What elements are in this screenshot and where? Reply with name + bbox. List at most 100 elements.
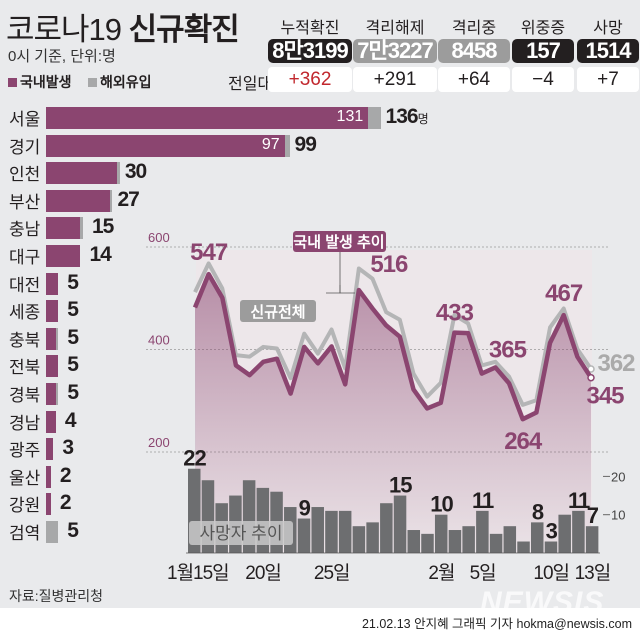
- death-bar: [434, 514, 448, 553]
- x-tick-label: 13일: [575, 562, 611, 584]
- death-bar: [448, 530, 462, 553]
- legend-label: 해외유입: [100, 74, 152, 90]
- death-bar: [421, 533, 434, 553]
- domestic-bar: [46, 410, 56, 433]
- domestic-value-label: 467: [545, 280, 583, 307]
- total-value: 14: [89, 243, 111, 266]
- death-bar: [338, 510, 352, 553]
- stat-label: 누적확진: [280, 20, 340, 37]
- death-label: 3: [546, 519, 558, 544]
- region-label: 전북: [9, 358, 41, 378]
- credit-strip: [0, 608, 640, 635]
- domestic-bar: [46, 383, 56, 405]
- total-value: 5: [67, 270, 79, 294]
- death-bar: [476, 510, 489, 553]
- death-bar: [489, 533, 503, 553]
- domestic-bar: [46, 465, 51, 488]
- domestic-bar: [46, 493, 51, 516]
- stat-diff: +64: [438, 67, 510, 92]
- subtitle: 0시 기준, 단위:명: [8, 48, 116, 65]
- death-bar: [325, 510, 338, 553]
- imported-bar: [80, 217, 83, 240]
- region-label: 대구: [9, 248, 41, 267]
- total-series-label: 신규전체: [250, 304, 305, 321]
- stat-label: 격리해제: [365, 20, 425, 37]
- total-value: 3: [62, 436, 74, 460]
- region-total: 30: [125, 160, 147, 184]
- total-value: 2: [59, 463, 72, 487]
- death-bar: [585, 526, 599, 553]
- stat-value: 8만3199: [268, 39, 352, 63]
- region-total: 5: [67, 298, 79, 322]
- region-label: 강원: [9, 496, 41, 516]
- x-tick-label: 5일: [470, 562, 496, 584]
- total-value: 5: [67, 381, 79, 404]
- region-total: 136명: [386, 105, 429, 129]
- death-bar: [311, 507, 324, 553]
- region-total: 4: [64, 408, 77, 433]
- total-value: 4: [64, 408, 77, 432]
- domestic-value-label: 345: [586, 383, 624, 410]
- page-title: 코로나19 신규확진: [6, 4, 240, 49]
- domestic-bar: [46, 134, 285, 157]
- death-series-label: 사망자 추이: [200, 524, 283, 543]
- legend-imported: 해외유입: [88, 72, 152, 92]
- death-bar: [380, 503, 393, 553]
- total-value: 5: [67, 325, 79, 349]
- domestic-bar: [46, 438, 54, 461]
- death-bar: [544, 541, 558, 553]
- domestic-swatch: [8, 77, 17, 87]
- region-total: 5: [67, 270, 79, 295]
- death-label: 10: [430, 492, 453, 517]
- x-tick-label: 1월15일: [167, 562, 229, 584]
- region-total: 14: [89, 243, 111, 267]
- domestic-value-label: 264: [504, 428, 543, 455]
- imported-bar: [55, 327, 59, 350]
- death-bar: [366, 522, 379, 553]
- region-label: 검역: [9, 524, 41, 543]
- death-label: 8: [532, 499, 544, 524]
- region-label: 충북: [9, 330, 41, 350]
- imported-bar: [284, 134, 290, 157]
- domestic-value-label: 516: [370, 251, 408, 278]
- death-bar: [503, 526, 517, 553]
- x-tick-label: 25일: [314, 562, 350, 584]
- total-value: 5: [67, 519, 79, 542]
- domestic-area: [195, 274, 591, 553]
- total-value: 99: [294, 132, 317, 156]
- region-total: 2: [60, 491, 72, 515]
- title-bold: 신규확진: [128, 12, 240, 47]
- region-label: 경기: [9, 137, 41, 157]
- region-total: 5: [67, 519, 79, 543]
- death-label: 11: [472, 488, 494, 513]
- stat-label: 위중증: [520, 20, 566, 37]
- stat-diff: +7: [577, 67, 639, 92]
- death-label: 15: [389, 473, 412, 498]
- region-label: 충남: [9, 220, 41, 240]
- death-label: 7: [587, 503, 599, 528]
- imported-swatch: [88, 77, 97, 87]
- death-bar: [297, 518, 311, 553]
- death-bar: [393, 495, 407, 553]
- y-tick-label: 400: [148, 333, 170, 348]
- death-bar: [462, 526, 475, 553]
- end-point: [587, 373, 595, 382]
- y-tick-label: 600: [148, 230, 170, 245]
- region-total: 3: [62, 436, 74, 460]
- x-tick-label: 10일: [533, 562, 569, 584]
- domestic-series-label: 국내 발생 추이: [293, 234, 384, 251]
- x-tick-label: 2월: [428, 562, 454, 584]
- total-value: 15: [91, 215, 114, 239]
- region-label: 부산: [9, 192, 41, 212]
- region-total: 2: [59, 463, 72, 488]
- region-total: 5: [67, 381, 79, 405]
- y-tick-label: 200: [148, 435, 170, 450]
- stat-value: 157: [512, 39, 574, 63]
- stat-value: 1514: [577, 39, 639, 63]
- imported-bar: [109, 189, 113, 212]
- region-label: 광주: [9, 441, 41, 461]
- domestic-line: [192, 271, 593, 422]
- domestic-bar: [46, 272, 59, 295]
- imported-bar: [368, 107, 381, 129]
- domestic-bar: [46, 327, 56, 350]
